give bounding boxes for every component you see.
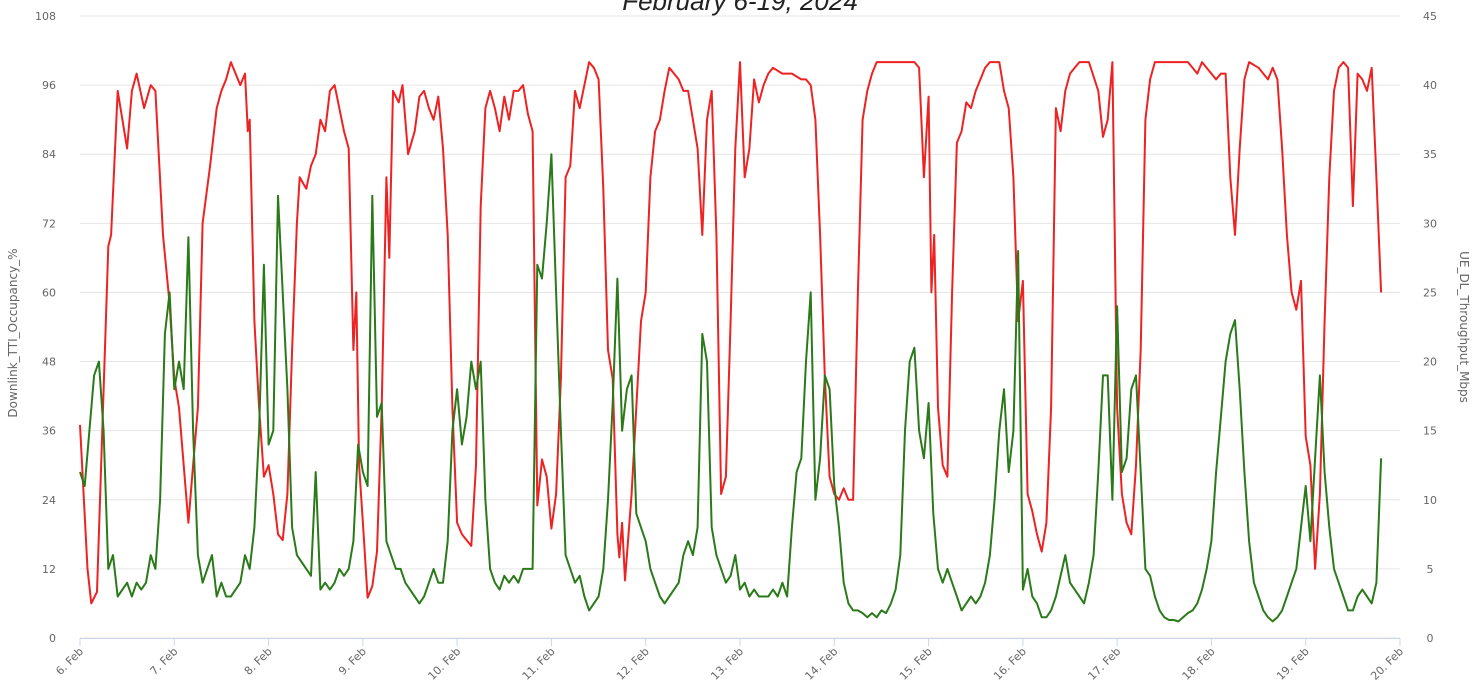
y-right-tick-label: 15: [1423, 425, 1437, 438]
y-axis-left-label: Downlink_TTI_Occupancy_%: [6, 248, 20, 417]
y-left-tick-label: 60: [42, 286, 56, 299]
y-axis-left: 0 12 24 36 48 60 72 84 96 108: [35, 10, 56, 645]
y-left-tick-label: 84: [42, 148, 56, 161]
y-left-tick-label: 108: [35, 10, 56, 23]
series-line-left-axis: [79, 61, 1383, 605]
x-tick-label: 9. Feb: [336, 645, 369, 678]
series-lines: [79, 61, 1383, 623]
x-tick-label: 16. Feb: [991, 645, 1029, 683]
y-left-tick-label: 72: [42, 217, 56, 230]
x-tick-label: 19. Feb: [1274, 645, 1312, 683]
y-right-tick-label: 0: [1427, 632, 1434, 645]
y-left-tick-label: 12: [42, 563, 56, 576]
x-tick-label: 12. Feb: [614, 645, 652, 683]
x-tick-label: 6. Feb: [53, 645, 86, 678]
x-axis: 6. Feb 7. Feb 8. Feb 9. Feb 10. Feb 11. Feb 12…: [53, 638, 1406, 683]
y-right-tick-label: 20: [1423, 356, 1437, 369]
y-axis-right-label: UE_DL_Throughput_Mbps: [1457, 251, 1471, 403]
x-tick-label: 7. Feb: [148, 645, 181, 678]
y-right-tick-label: 30: [1423, 217, 1437, 230]
y-right-tick-label: 10: [1423, 494, 1437, 507]
x-tick-label: 17. Feb: [1085, 645, 1123, 683]
y-right-tick-label: 45: [1423, 10, 1437, 23]
y-right-tick-label: 5: [1427, 563, 1434, 576]
x-tick-label: 13. Feb: [708, 645, 746, 683]
y-right-tick-label: 35: [1423, 148, 1437, 161]
y-left-tick-label: 0: [49, 632, 56, 645]
x-tick-label: 15. Feb: [897, 645, 935, 683]
y-right-tick-label: 25: [1423, 286, 1437, 299]
y-left-tick-label: 36: [42, 425, 56, 438]
x-tick-label: 18. Feb: [1180, 645, 1218, 683]
y-right-tick-label: 40: [1423, 79, 1437, 92]
grid-lines: [80, 15, 1400, 639]
x-tick-label: 20. Feb: [1368, 645, 1406, 683]
x-tick-label: 10. Feb: [425, 645, 463, 683]
x-tick-label: 8. Feb: [242, 645, 275, 678]
y-axis-right: 0 5 10 15 20 25 30 35 40 45: [1423, 10, 1437, 645]
series-line-right-axis: [79, 153, 1383, 623]
x-tick-label: 14. Feb: [803, 645, 841, 683]
y-left-tick-label: 24: [42, 494, 56, 507]
y-left-tick-label: 96: [42, 79, 56, 92]
y-left-tick-label: 48: [42, 356, 56, 369]
chart-title: February 6-19, 2024: [622, 0, 858, 16]
x-tick-label: 11. Feb: [520, 645, 558, 683]
